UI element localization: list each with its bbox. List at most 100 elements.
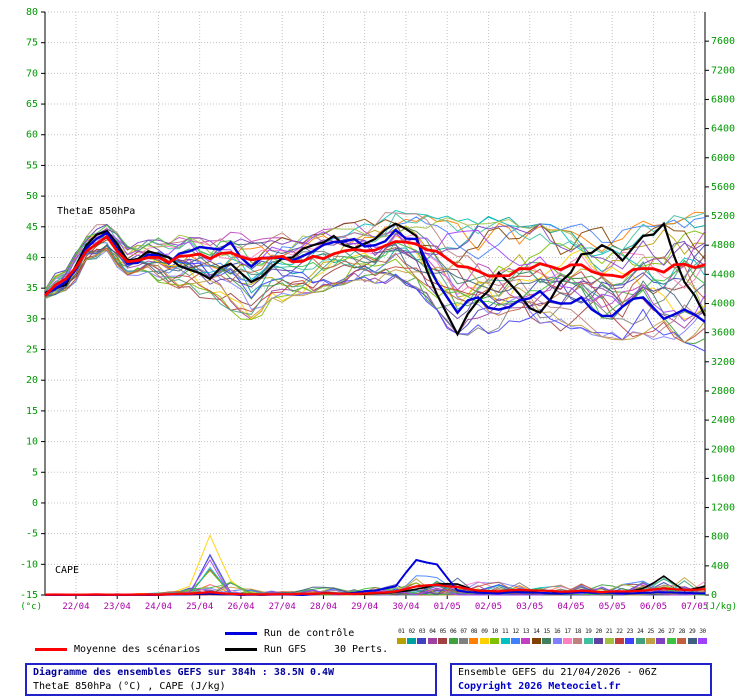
thetae-series-label: ThetaE 850hPa: [57, 206, 136, 217]
member-swatch: [614, 638, 624, 644]
legend-member: 26: [656, 628, 666, 644]
member-swatch: [500, 638, 510, 644]
mean-line-sample: [35, 648, 67, 651]
series-line: [44, 249, 706, 341]
member-number: 17: [564, 628, 571, 635]
legend-member: 29: [687, 628, 697, 644]
svg-text:24/04: 24/04: [145, 602, 172, 612]
member-swatch: [438, 638, 448, 644]
svg-text:2400: 2400: [711, 415, 735, 426]
svg-text:20: 20: [26, 375, 38, 386]
legend-member: 30: [697, 628, 708, 644]
run-info-box: Ensemble GEFS du 21/04/2026 - 06Z Copyri…: [450, 663, 712, 696]
member-swatch: [666, 638, 676, 644]
member-swatch: [396, 638, 406, 644]
legend-member: 03: [417, 628, 427, 644]
series-line: [44, 234, 706, 297]
member-swatch: [490, 638, 500, 644]
svg-text:7600: 7600: [711, 36, 735, 47]
legend-member: 18: [573, 628, 583, 644]
member-number: 25: [647, 628, 654, 635]
member-swatch: [698, 638, 708, 644]
member-number: 03: [418, 628, 426, 635]
svg-text:0: 0: [32, 498, 38, 509]
legend-member: 10: [490, 628, 500, 644]
member-number: 20: [595, 628, 603, 635]
svg-text:06/05: 06/05: [640, 602, 667, 612]
series-line: [44, 248, 706, 344]
svg-text:30: 30: [26, 314, 38, 325]
member-swatch: [510, 638, 520, 644]
member-number: 14: [533, 628, 540, 635]
svg-text:25/04: 25/04: [186, 602, 213, 612]
svg-text:5: 5: [32, 467, 38, 478]
member-number: 12: [512, 628, 519, 635]
legend-member: 04: [427, 628, 437, 644]
member-swatch: [417, 638, 427, 644]
control-line-sample: [225, 632, 257, 635]
member-swatch: [594, 638, 604, 644]
member-number: 18: [574, 628, 582, 635]
svg-text:26/04: 26/04: [227, 602, 254, 612]
svg-text:30/04: 30/04: [392, 602, 419, 612]
svg-text:75: 75: [26, 38, 38, 49]
legend-member: 12: [510, 628, 520, 644]
member-swatch: [562, 638, 572, 644]
member-number: 27: [668, 628, 675, 635]
svg-text:4000: 4000: [711, 299, 735, 310]
legend-member: 16: [552, 628, 562, 644]
member-number: 16: [553, 628, 561, 635]
legend-member: 19: [583, 628, 593, 644]
legend-members: 01 02 03 04 05 06 07 08 09 10 11 12 13 14 15 16 17 18 19 20…: [396, 628, 708, 644]
member-swatch: [459, 638, 469, 644]
member-swatch: [583, 638, 593, 644]
svg-text:01/05: 01/05: [434, 602, 461, 612]
ensemble-chart: -15 -10 -5 0 5 10 15 20 25 30 35 40 45 50 55 60 65 70 75 80…: [20, 7, 737, 612]
chart-subtitle: ThetaE 850hPa (°C) , CAPE (J/kg): [33, 681, 226, 692]
legend-item-mean: Moyenne des scénarios: [35, 644, 200, 655]
svg-text:28/04: 28/04: [310, 602, 337, 612]
member-number: 02: [408, 628, 415, 635]
member-swatch: [521, 638, 531, 644]
svg-text:1600: 1600: [711, 473, 735, 484]
legend-member: 15: [541, 628, 552, 644]
member-number: 06: [450, 628, 457, 635]
series-line: [44, 248, 706, 345]
copyright: Copyright 2026 Meteociel.fr: [458, 681, 621, 692]
member-number: 15: [543, 628, 551, 635]
member-number: 30: [699, 628, 706, 635]
legend-member: 09: [479, 628, 489, 644]
svg-text:-10: -10: [20, 559, 38, 570]
svg-text:3200: 3200: [711, 357, 735, 368]
member-number: 01: [398, 628, 405, 635]
series-line: [44, 247, 706, 335]
member-number: 21: [605, 628, 613, 635]
svg-text:03/05: 03/05: [516, 602, 543, 612]
svg-text:70: 70: [26, 68, 38, 79]
perts-count-label: 30 Perts.: [334, 644, 389, 655]
svg-text:07/05: 07/05: [681, 602, 708, 612]
cape-series-label: CAPE: [55, 565, 80, 576]
legend-member: 24: [635, 628, 645, 644]
legend-item-control: Run de contrôle: [225, 628, 354, 639]
svg-text:05/05: 05/05: [599, 602, 626, 612]
series-line: [44, 583, 706, 596]
legend-member: 27: [666, 628, 676, 644]
legend-gfs-label: Run GFS: [264, 644, 307, 655]
legend-item-gfs: Run GFS: [225, 644, 306, 655]
legend-member: 02: [406, 628, 417, 644]
series-line: [44, 224, 706, 320]
svg-text:4800: 4800: [711, 240, 735, 251]
svg-text:400: 400: [711, 561, 729, 572]
member-number: 28: [678, 628, 686, 635]
member-swatch: [552, 638, 562, 644]
member-swatch: [604, 638, 614, 644]
svg-text:7200: 7200: [711, 65, 735, 76]
member-swatch: [542, 638, 552, 644]
legend: Moyenne des scénarios Run de contrôle Ru…: [0, 622, 740, 663]
svg-text:23/04: 23/04: [104, 602, 131, 612]
series-line: [44, 533, 706, 596]
run-info: Ensemble GEFS du 21/04/2026 - 06Z: [458, 667, 657, 678]
legend-mean-label: Moyenne des scénarios: [74, 644, 201, 655]
svg-text:0: 0: [711, 590, 717, 601]
